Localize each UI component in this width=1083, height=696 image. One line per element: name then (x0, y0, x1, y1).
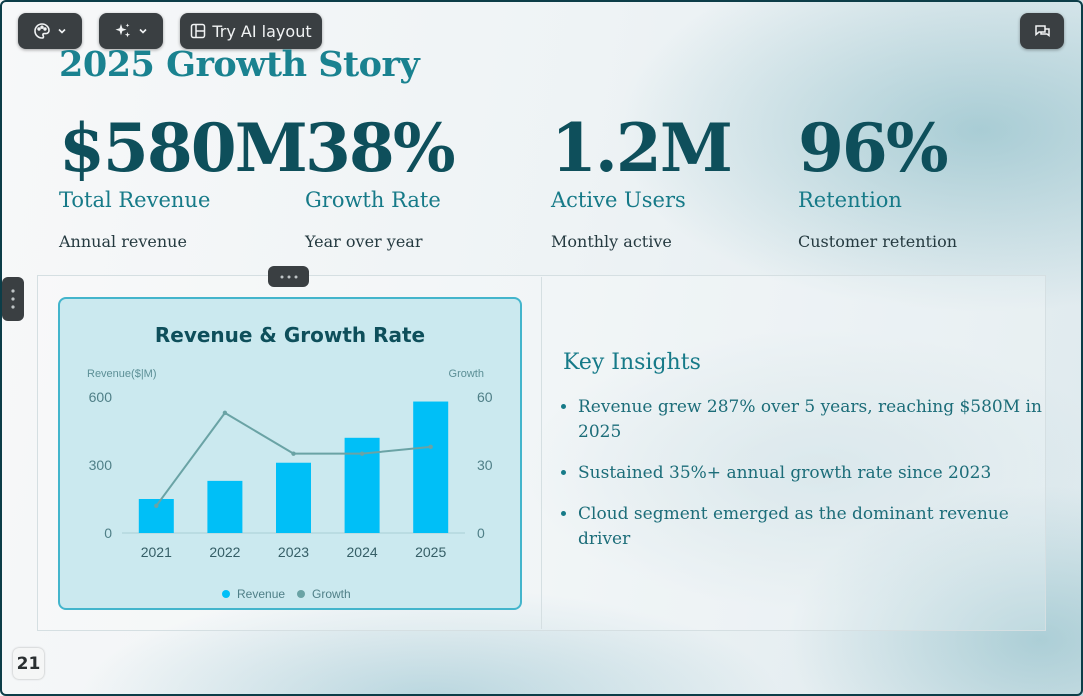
stat-retention: 96% Retention Customer retention (798, 110, 1038, 251)
stat-description: Monthly active (551, 232, 672, 251)
legend-swatch (297, 590, 305, 598)
ai-menu-button[interactable] (99, 13, 163, 49)
stat-value: $580M (59, 109, 308, 187)
insight-text: Sustained 35%+ annual growth rate since … (578, 463, 992, 483)
stat-label: Growth Rate (305, 188, 441, 212)
legend-label: Growth (312, 587, 351, 601)
insight-item: Sustained 35%+ annual growth rate since … (578, 461, 1048, 486)
stat-growth-rate: 38% Growth Rate Year over year (305, 110, 545, 251)
insight-item: Revenue grew 287% over 5 years, reaching… (578, 395, 1048, 445)
x-tick-label: 2023 (278, 544, 309, 560)
y2-tick-label: 60 (477, 389, 493, 405)
chart-svg: Revenue & Growth Rate Revenue($|M) Growt… (87, 323, 493, 601)
stat-total-revenue: $580M Total Revenue Annual revenue (59, 109, 308, 251)
insights-title: Key Insights (563, 350, 701, 375)
insight-item: Cloud segment emerged as the dominant re… (578, 502, 1048, 552)
stat-label: Active Users (551, 188, 686, 212)
comment-button[interactable] (1020, 13, 1064, 49)
stat-description: Customer retention (798, 232, 957, 251)
growth-point (222, 410, 228, 416)
y2-axis-label: Growth (449, 368, 484, 380)
y2-tick-label: 0 (477, 525, 485, 541)
chevron-down-icon (139, 28, 147, 34)
chart-bar (207, 480, 243, 533)
chart-bar (413, 401, 449, 533)
column-divider (541, 277, 542, 629)
growth-point (359, 451, 365, 456)
x-tick-label: 2024 (347, 544, 378, 560)
stat-value: 1.2M (551, 109, 733, 187)
stat-label: Retention (798, 188, 902, 212)
layout-icon (191, 23, 206, 39)
y-axis-label: Revenue($|M) (87, 368, 157, 380)
legend-label: Revenue (237, 587, 285, 601)
page-number[interactable]: 21 (13, 648, 44, 679)
chart-bar (276, 462, 311, 533)
insight-text: Revenue grew 287% over 5 years, reaching… (578, 397, 1042, 442)
try-ai-layout-button[interactable]: Try AI layout (180, 13, 322, 49)
try-ai-layout-label: Try AI layout (212, 21, 312, 41)
stat-description: Year over year (305, 232, 423, 251)
theme-button[interactable] (18, 13, 82, 49)
sparkle-icon (115, 23, 131, 38)
stat-value: 96% (798, 109, 949, 187)
legend-swatch (222, 590, 230, 598)
insight-text: Cloud segment emerged as the dominant re… (578, 504, 1009, 549)
x-tick-label: 2022 (209, 544, 240, 560)
stat-label: Total Revenue (59, 188, 211, 212)
growth-point (428, 444, 433, 450)
palette-icon (34, 23, 50, 39)
insights-list: Revenue grew 287% over 5 years, reaching… (556, 395, 1048, 568)
comment-icon (1034, 24, 1050, 37)
chart-title: Revenue & Growth Rate (155, 323, 425, 347)
block-drag-handle[interactable] (268, 266, 309, 287)
stat-active-users: 1.2M Active Users Monthly active (551, 110, 791, 251)
more-horizontal-icon (280, 275, 297, 278)
y2-tick-label: 30 (477, 457, 493, 473)
chevron-down-icon (58, 28, 66, 34)
side-drag-handle[interactable] (2, 277, 24, 321)
y-tick-label: 300 (89, 457, 113, 473)
growth-point (291, 451, 296, 456)
slide-title: 2025 Growth Story (59, 44, 420, 85)
x-tick-label: 2021 (141, 544, 172, 560)
stat-value: 38% (305, 109, 456, 187)
y-tick-label: 600 (89, 389, 113, 405)
y-tick-label: 0 (104, 525, 112, 541)
growth-point (154, 503, 159, 508)
revenue-growth-chart[interactable]: Revenue & Growth Rate Revenue($|M) Growt… (58, 297, 522, 610)
x-tick-label: 2025 (415, 544, 446, 560)
stat-description: Annual revenue (59, 232, 187, 251)
more-vertical-icon (11, 289, 15, 309)
